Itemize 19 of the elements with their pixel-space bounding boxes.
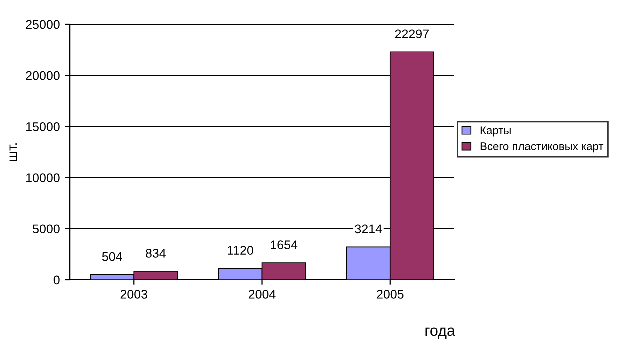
legend-label: Карты bbox=[480, 126, 511, 137]
y-tick-label: 20000 bbox=[26, 71, 60, 80]
x-axis-title: года bbox=[426, 328, 456, 340]
y-tick-label: 15000 bbox=[26, 122, 60, 132]
data-label: 1120 bbox=[228, 246, 254, 255]
legend-label: Всего пластиковых карт bbox=[480, 142, 604, 153]
y-axis-title: шт. bbox=[10, 144, 18, 162]
x-tick-label: 2004 bbox=[248, 290, 276, 299]
data-label: 834 bbox=[146, 249, 166, 258]
x-tick-label: 2003 bbox=[120, 290, 148, 299]
x-tick-label: 2005 bbox=[377, 290, 404, 299]
data-label: 22297 bbox=[395, 30, 429, 39]
y-tick-label: 5000 bbox=[33, 224, 60, 234]
data-label: 504 bbox=[102, 252, 122, 262]
data-label: 3214 bbox=[355, 224, 382, 234]
y-tick-label: 0 bbox=[54, 276, 60, 285]
data-label: 1654 bbox=[271, 240, 298, 250]
y-tick-label: 25000 bbox=[26, 20, 60, 30]
y-tick-label: 10000 bbox=[26, 174, 60, 182]
